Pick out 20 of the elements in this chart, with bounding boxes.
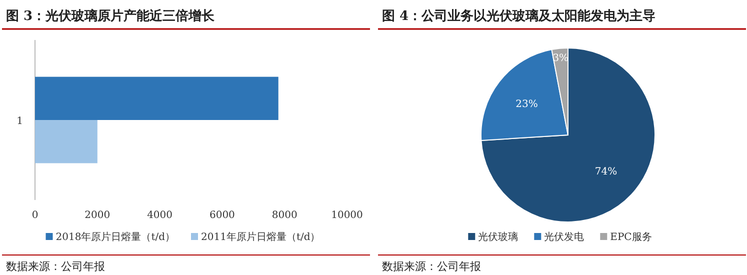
chart-title: 图 3：光伏玻璃原片产能近三倍增长 — [6, 8, 216, 24]
legend-label: 光伏玻璃 — [478, 231, 518, 243]
legend-label: 光伏发电 — [544, 231, 584, 243]
data-label: 3% — [552, 53, 569, 64]
x-tick-label: 10000 — [331, 210, 363, 221]
x-tick-label: 6000 — [209, 210, 235, 221]
pie-slice — [480, 48, 656, 222]
data-label: 74% — [594, 166, 618, 178]
chart-title: 图 4：公司业务以光伏玻璃及太阳能发电为主导 — [382, 8, 656, 24]
source-note: 数据来源：公司年报 — [6, 260, 105, 273]
legend-label: 2018年原片日熔量（t/d） — [56, 231, 175, 243]
y-tick-label: 1 — [16, 116, 23, 127]
legend-label: EPC服务 — [610, 231, 652, 243]
x-tick-label: 0 — [32, 210, 38, 221]
x-tick-label: 4000 — [147, 210, 173, 221]
x-tick-label: 2000 — [84, 210, 110, 221]
legend-label: 2011年原片日熔量（t/d） — [201, 231, 320, 243]
x-tick-label: 8000 — [272, 210, 298, 221]
data-label: 23% — [516, 99, 538, 110]
source-note: 数据来源：公司年报 — [382, 260, 481, 273]
